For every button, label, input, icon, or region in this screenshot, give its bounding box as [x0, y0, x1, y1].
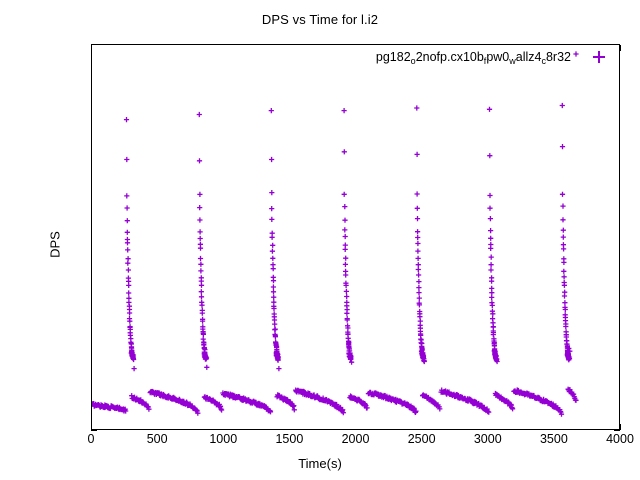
legend-subscript: f: [483, 56, 487, 66]
x-axis-label: Time(s): [298, 456, 342, 471]
legend-text-part: pw0: [486, 50, 510, 64]
x-tick-label: 3000: [473, 432, 502, 446]
scatter-points: [92, 51, 579, 417]
x-tick-label: 0: [87, 432, 95, 446]
legend-text-part: 2nofp.cx10b: [415, 50, 484, 64]
legend: pg182o2nofp.cx10bfpw0wallz4c8r32: [287, 45, 619, 69]
point-group: [92, 51, 579, 417]
legend-text-part: pg182: [375, 50, 411, 64]
legend-subscript: c: [541, 56, 546, 66]
legend-subscript: o: [410, 56, 416, 66]
x-tick-label: 1500: [275, 432, 304, 446]
legend-plus-marker-icon: [593, 51, 605, 63]
legend-subscript: w: [509, 56, 516, 66]
legend-text-part: 8r32: [545, 50, 571, 64]
y-axis-label: DPS: [47, 231, 63, 258]
x-tick-label: 2000: [341, 432, 370, 446]
chart-title: DPS vs Time for l.i2: [261, 12, 379, 27]
plot-area: [91, 44, 620, 430]
legend-series-label: pg182o2nofp.cx10bfpw0wallz4c8r32: [375, 50, 571, 66]
plus-markers-path: [92, 51, 579, 417]
x-tick-label: 4000: [606, 432, 634, 446]
x-tick-label: 500: [146, 432, 168, 446]
data-points-layer: [92, 45, 621, 431]
x-tick-label: 2500: [407, 432, 436, 446]
x-tick-label: 1000: [209, 432, 238, 446]
legend-text-part: allz4: [515, 50, 542, 64]
x-tick-label: 3500: [539, 432, 568, 446]
